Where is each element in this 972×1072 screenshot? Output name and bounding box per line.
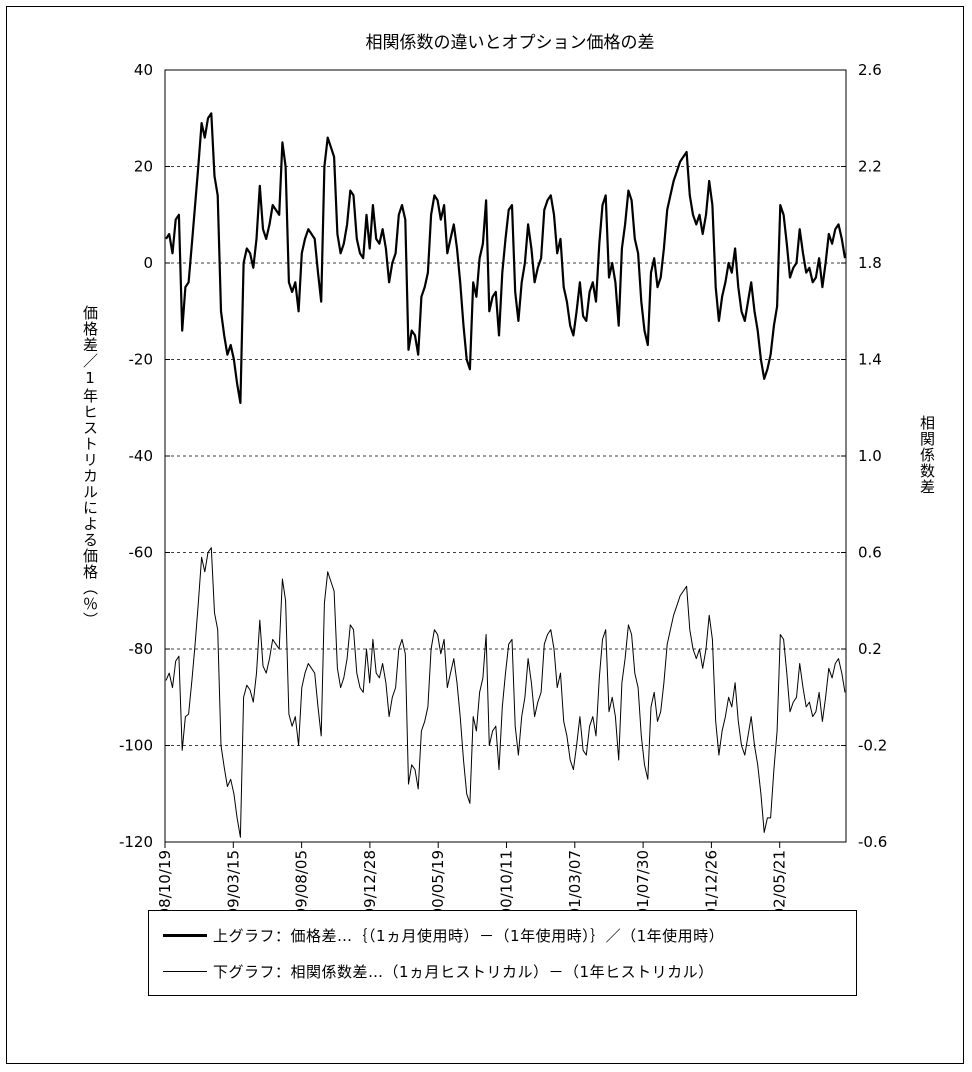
legend-item-upper: 上グラフ：価格差…｛（1ヵ月使用時）－（1年使用時）｝／（1年使用時）: [163, 923, 724, 947]
legend-label-lower: 下グラフ：相関係数差…（1ヵ月ヒストリカル）－（1年ヒストリカル）: [213, 962, 714, 981]
y-right-tick-label: 2.6: [858, 61, 882, 79]
y-right-tick-label: -0.2: [858, 737, 887, 755]
y-right-tick-label: 0.2: [858, 640, 882, 658]
y-right-tick-label: 2.2: [858, 158, 882, 176]
legend: 上グラフ：価格差…｛（1ヵ月使用時）－（1年使用時）｝／（1年使用時） 下グラフ…: [148, 910, 857, 996]
y-right-tick-label: -0.6: [858, 833, 887, 851]
y-left-tick-label: -80: [129, 640, 154, 658]
grid: [165, 166, 846, 746]
axis-ticks: 40 20 0 -20 -40 -60 -80 -100 -120 2.6 2.2 1.8 1.4 1.0…: [119, 61, 887, 936]
y-left-tick-label: -40: [129, 447, 154, 465]
y-left-tick-label: 0: [143, 254, 153, 272]
y-right-tick-label: 0.6: [858, 544, 882, 562]
series-layer: [165, 112, 847, 838]
y-left-tick-label: 20: [134, 158, 153, 176]
y-axis-right-label: 相関係数差: [918, 415, 936, 495]
legend-swatch-thin: [163, 970, 207, 972]
y-left-tick-label: -60: [129, 544, 154, 562]
y-right-tick-label: 1.0: [858, 447, 882, 465]
y-axis-left-label: 価格差／1年ヒストリカルによる価格（％）: [81, 305, 99, 628]
series-line-correlation-diff: [165, 547, 846, 838]
legend-swatch-thick: [163, 933, 207, 937]
chart-title: 相関係数の違いとオプション価格の差: [366, 33, 655, 53]
y-right-tick-label: 1.4: [858, 351, 882, 369]
legend-label-upper: 上グラフ：価格差…｛（1ヵ月使用時）－（1年使用時）｝／（1年使用時）: [213, 926, 725, 945]
y-left-tick-label: 40: [134, 61, 153, 79]
series-line-price-diff: [165, 112, 847, 404]
y-left-tick-label: -20: [129, 351, 154, 369]
y-right-tick-label: 1.8: [858, 254, 882, 272]
legend-item-lower: 下グラフ：相関係数差…（1ヵ月ヒストリカル）－（1年ヒストリカル）: [163, 959, 714, 983]
chart-frame: [6, 6, 964, 1064]
y-left-tick-label: -100: [119, 737, 153, 755]
y-left-tick-label: -120: [119, 833, 153, 851]
